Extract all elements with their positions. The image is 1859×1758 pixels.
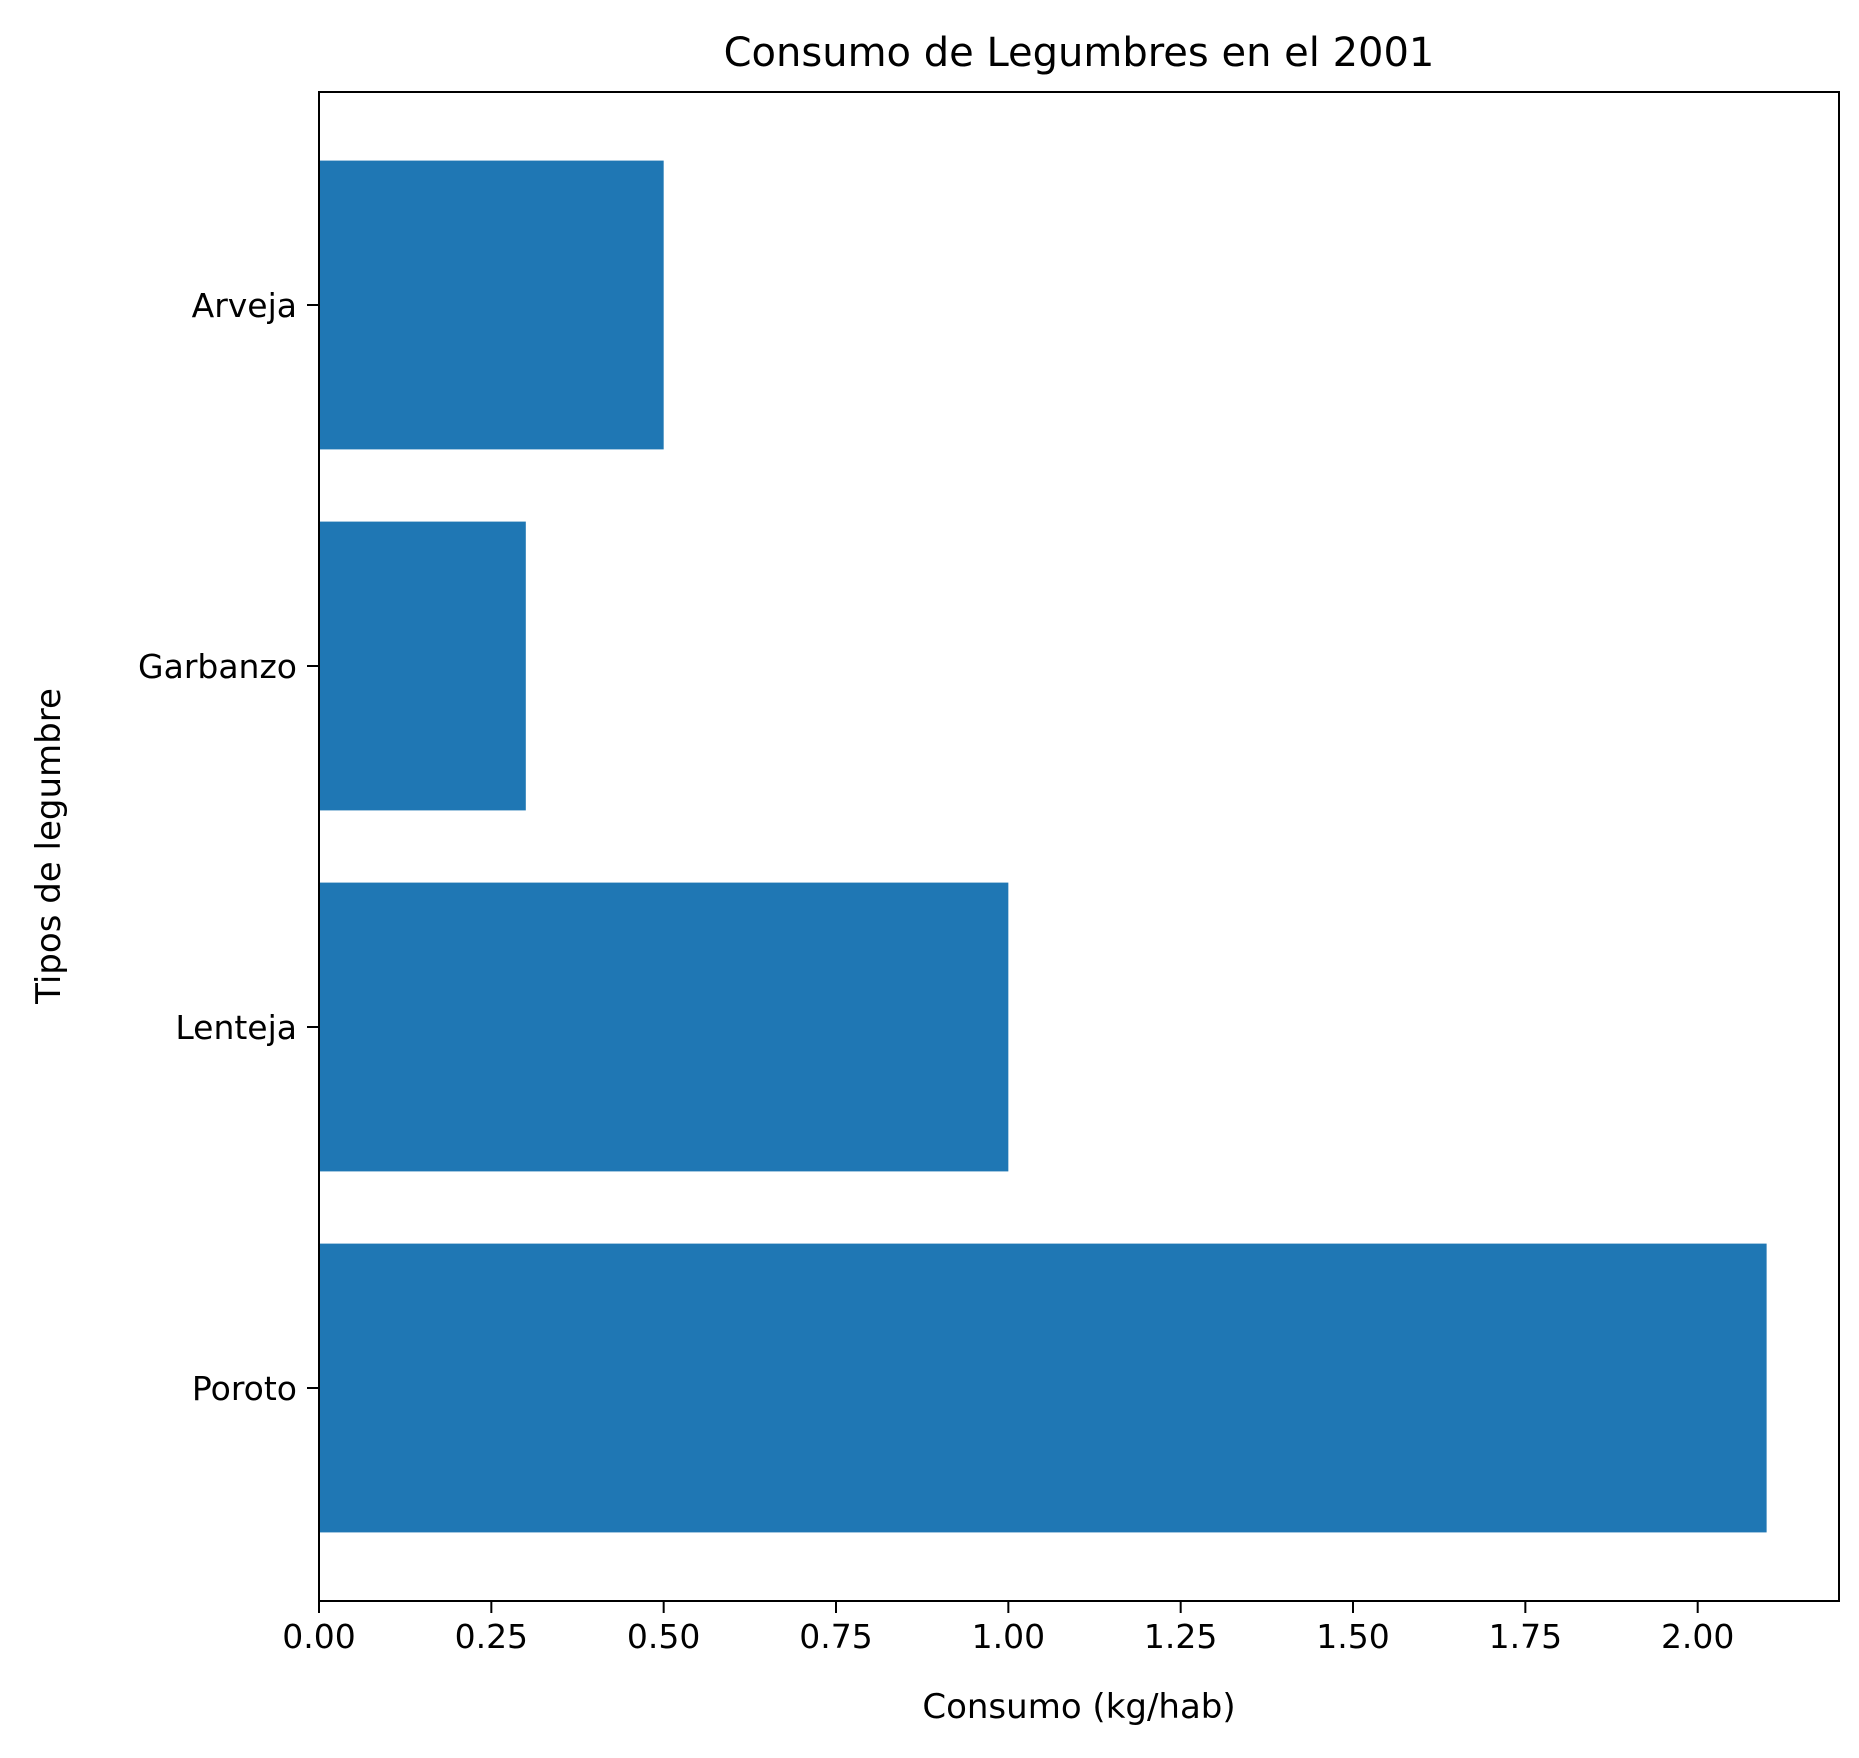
bar-arveja xyxy=(319,160,664,450)
bar-lenteja xyxy=(319,882,1009,1172)
plot-area-frame xyxy=(318,91,1840,1602)
bar-poroto xyxy=(319,1243,1767,1533)
y-axis-ticks: Poroto Lenteja Garbanzo Arveja xyxy=(138,286,319,1408)
x-tick-label: 1.75 xyxy=(1489,1617,1562,1656)
bars-layer xyxy=(319,160,1767,1533)
y-tick-label-arveja: Arveja xyxy=(192,286,297,325)
x-tick-label: 1.00 xyxy=(972,1617,1045,1656)
x-tick-label: 0.00 xyxy=(282,1617,355,1656)
x-axis-ticks: 0.00 0.25 0.50 0.75 1.00 1.25 1.50 1.75 2.00 xyxy=(282,1601,1734,1656)
y-tick-label-poroto: Poroto xyxy=(192,1369,297,1408)
bar-garbanzo xyxy=(319,521,526,811)
chart-title: Consumo de Legumbres en el 2001 xyxy=(724,30,1435,76)
x-tick-label: 1.25 xyxy=(1144,1617,1217,1656)
x-tick-label: 0.50 xyxy=(627,1617,700,1656)
x-tick-label: 0.25 xyxy=(455,1617,528,1656)
x-axis-label: Consumo (kg/hab) xyxy=(922,1687,1235,1727)
y-axis-label: Tipos de legumbre xyxy=(29,688,69,1005)
x-tick-label: 2.00 xyxy=(1661,1617,1734,1656)
y-tick-label-lenteja: Lenteja xyxy=(175,1008,297,1047)
x-tick-label: 0.75 xyxy=(799,1617,872,1656)
x-tick-label: 1.50 xyxy=(1316,1617,1389,1656)
y-tick-label-garbanzo: Garbanzo xyxy=(138,647,297,686)
